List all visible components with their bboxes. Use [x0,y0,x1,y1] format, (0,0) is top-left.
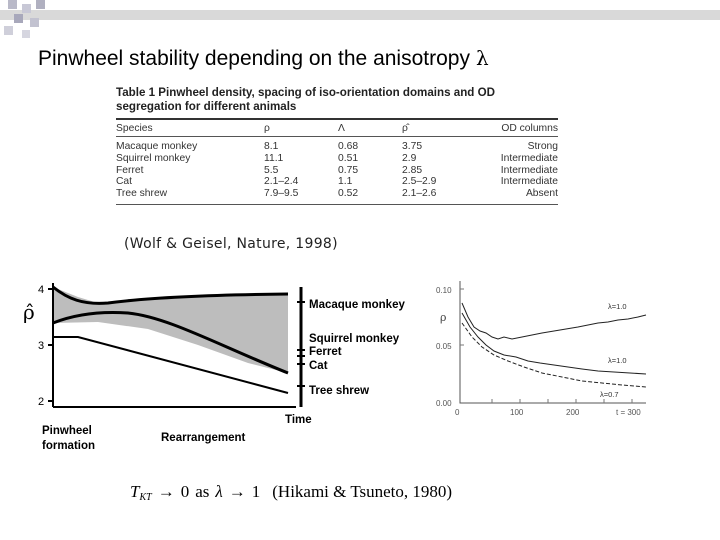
cell-species: Tree shrew [116,188,168,200]
cell-rho: 5.5 [264,164,279,176]
table-row: Squirrel monkey 11.1 0.51 2.9 Intermedia… [116,153,558,165]
curve-label: λ=1.0 [608,302,627,311]
cell-od-columns: Intermediate [500,152,558,164]
curve-middle [461,312,647,375]
y-symbol: ρ̂ [23,300,35,324]
marker-macaque [297,301,305,303]
curve-upper [461,302,647,340]
marker-ferret [297,355,305,357]
cell-species: Cat [116,176,133,188]
formula-T: T [130,482,140,501]
axes-frame [459,281,646,404]
cell-rho-hat: 2.9 [402,152,417,164]
table-caption-line-1: Table 1 Pinwheel density, spacing of iso… [116,86,495,99]
species-label-macaque: Macaque monkey [309,299,405,311]
formula-arrow-2: → [228,482,246,501]
species-table-figure: Table 1 Pinwheel density, spacing of iso… [116,86,558,205]
phase-label-pinwheel: Pinwheel [42,425,92,437]
cell-rho-hat: 2.85 [402,164,423,176]
shaded-range-area [53,287,288,373]
curve-label: λ=0.7 [600,390,619,399]
rho-vs-time-figure: 0.10 0.05 0.00 ρ 0 100 200 t = 300 λ=1.0… [436,281,647,417]
species-label-squirrel: Squirrel monkey [309,333,400,345]
table-caption: Table 1 Pinwheel density, spacing of iso… [116,86,558,114]
table-row: Cat 2.1–2.4 1.1 2.5–2.9 Intermediate [116,176,558,188]
cell-od-columns: Intermediate [500,176,558,188]
header-rho-hat: ρ̂ [402,123,408,134]
phase-label-rearrangement: Rearrangement [161,432,246,444]
table-row: Ferret 5.5 0.75 2.85 Intermediate [116,165,558,177]
formula-one: 1 [251,482,261,501]
marker-tree-shrew [297,385,305,387]
x-tick-label: 200 [566,408,580,417]
cell-rho: 2.1–2.4 [264,176,299,188]
header-od-columns: OD columns [501,123,558,134]
curve-lower [461,322,647,388]
rho-hat-development-figure: 4 3 2 ρ̂ Macaque monkey Squirrel monkey … [23,283,405,452]
cell-lambda: 1.1 [338,176,353,188]
species-label-cat: Cat [309,360,328,372]
y-tick-label: 0.05 [436,342,452,351]
lower-line [53,336,289,394]
header-species: Species [116,123,153,134]
middle-curve [52,311,289,375]
cell-species: Ferret [116,164,144,176]
formula-arrow-1: → [157,482,175,501]
species-table: Species ρ Λ ρ̂ OD columns Macaque monkey… [116,120,558,205]
formula-reference: (Hikami & Tsuneto, 1980) [272,482,453,501]
species-label-ferret: Ferret [309,346,342,358]
cell-od-columns: Intermediate [500,164,558,176]
y-tick-label: 4 [38,284,44,296]
cell-rho: 11.1 [264,152,284,164]
cell-rho-hat: 2.5–2.9 [402,176,437,188]
cell-lambda: 0.52 [338,188,359,200]
x-axis-label: Time [285,414,312,426]
header-lambda: Λ [338,123,345,134]
y-tick-label: 0.10 [436,286,452,295]
x-tick-label: t = 300 [616,408,641,417]
table-caption-line-2: segregation for different animals [116,100,297,113]
curve-label: λ=1.0 [608,356,627,365]
cell-rho-hat: 2.1–2.6 [402,188,437,200]
table-row: Macaque monkey 8.1 0.68 3.75 Strong [116,141,558,153]
cell-rho: 7.9–9.5 [264,188,299,200]
cell-od-columns: Strong [527,141,558,152]
cell-rho-hat: 3.75 [402,141,423,152]
cell-lambda: 0.68 [338,141,359,152]
x-tick-label: 0 [455,408,460,417]
table-header-row: Species ρ Λ ρ̂ OD columns [116,120,558,136]
cell-lambda: 0.51 [338,152,359,164]
cell-species: Squirrel monkey [116,152,191,164]
slide-decoration [0,0,720,38]
species-label-tree-shrew: Tree shrew [309,385,369,397]
x-tick-label: 100 [510,408,524,417]
y-tick-label: 0.00 [436,399,452,408]
marker-cat [297,363,305,365]
y-tick-label: 3 [38,340,44,352]
cell-species: Macaque monkey [116,141,198,152]
citation: (Wolf & Geisel, Nature, 1998) [124,236,338,252]
formula-subscript: KT [139,492,152,503]
formula-zero: 0 [180,482,190,501]
y-tick-label: 2 [38,396,44,408]
formula-as: as [195,482,210,501]
cell-od-columns: Absent [525,188,558,200]
upper-curve [52,285,289,305]
cell-lambda: 0.75 [338,164,359,176]
cell-rho: 8.1 [264,141,279,152]
table-row: Tree shrew 7.9–9.5 0.52 2.1–2.6 Absent [116,188,558,200]
phase-label-formation: formation [42,440,95,452]
kt-transition-formula: TKT → 0 as λ → 1 (Hikami & Tsuneto, 1980) [130,482,452,503]
formula-lambda: λ [215,482,223,501]
marker-squirrel [297,349,305,351]
y-symbol: ρ [440,311,446,324]
slide-title-text: Pinwheel stability depending on the anis… [38,47,470,70]
table-top-rule [116,118,558,120]
slide-title: Pinwheel stability depending on the anis… [38,46,489,71]
lambda-symbol: λ [475,46,489,70]
header-rho: ρ [264,123,270,134]
